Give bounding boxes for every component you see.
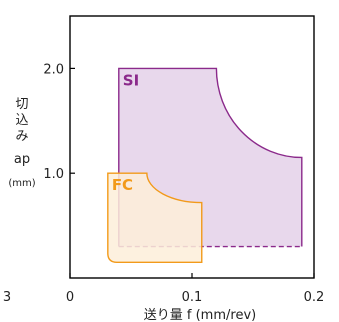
x-tick-label: 0.2 bbox=[304, 290, 325, 305]
y-axis-label-line-5: (mm) bbox=[8, 178, 35, 189]
regions: SI FC bbox=[107, 67, 303, 263]
x-tick-label: 0.1 bbox=[182, 290, 203, 305]
x-tick-label: 0 bbox=[66, 290, 74, 305]
region-fc-fill bbox=[107, 172, 203, 263]
region-si-label: SI bbox=[123, 71, 139, 89]
y-axis-label-line-1: 切 bbox=[15, 97, 28, 112]
y-tick-label: 2.0 bbox=[43, 62, 64, 77]
region-fc-label: FC bbox=[112, 176, 133, 194]
region-si-outline bbox=[118, 67, 303, 247]
y-axis-label-line-4: ap bbox=[14, 152, 30, 167]
y-axis-label-line-3: み bbox=[15, 129, 28, 144]
y-axis-label-line-2: 込 bbox=[15, 113, 28, 128]
x-axis-label: 送り量 f (mm/rev) bbox=[144, 308, 256, 322]
y-tick-label: 1.0 bbox=[43, 167, 64, 182]
ticks: 0 0.1 0.2 1.0 2.0 bbox=[43, 62, 324, 305]
left-edge-label: 3 bbox=[3, 290, 11, 305]
